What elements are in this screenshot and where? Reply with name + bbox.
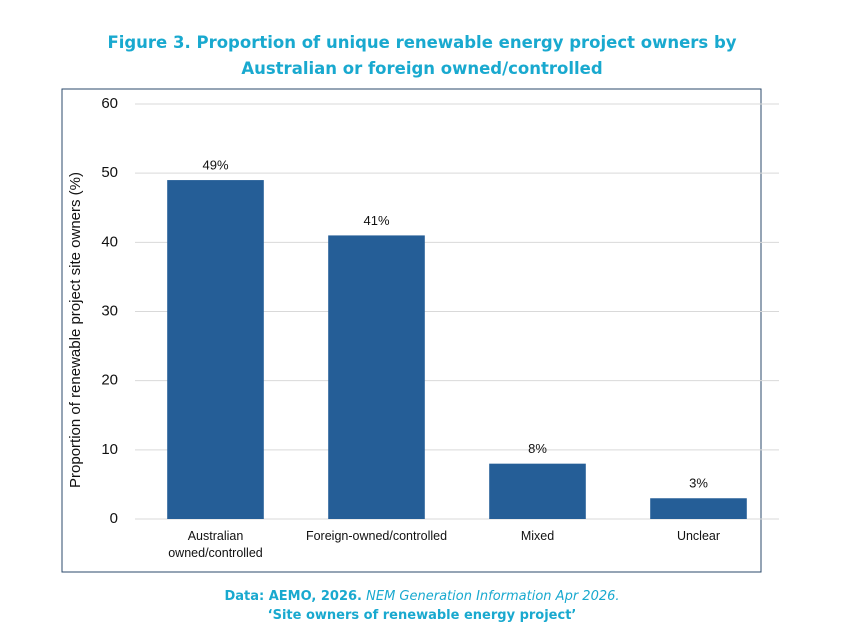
y-tick-label: 20 bbox=[101, 372, 118, 389]
y-tick-label: 40 bbox=[101, 233, 118, 250]
x-tick-label-box: Australian owned/controlled bbox=[168, 529, 263, 560]
source: Data: AEMO, 2026. NEM Generation Informa… bbox=[0, 587, 844, 625]
chart-title: Figure 3. Proportion of unique renewable… bbox=[107, 33, 737, 78]
x-tick-label-box: Unclear bbox=[676, 529, 721, 543]
x-tick-label: Unclear bbox=[676, 529, 721, 543]
y-tick-label: 30 bbox=[101, 302, 118, 319]
value-label: 49% bbox=[202, 158, 228, 173]
value-label: 41% bbox=[363, 213, 389, 228]
y-tick-label: 10 bbox=[101, 441, 118, 458]
bar bbox=[489, 463, 586, 519]
value-label: 8% bbox=[528, 441, 547, 456]
x-tick-label: Australian owned/controlled bbox=[168, 529, 263, 560]
source-label: Data: AEMO, 2026. bbox=[224, 589, 362, 604]
x-tick-label-box: Foreign-owned/controlled bbox=[305, 529, 448, 543]
x-tick-label: Foreign-owned/controlled bbox=[305, 529, 448, 543]
source-subtitle: ‘Site owners of renewable energy project… bbox=[267, 608, 577, 623]
y-tick-label: 0 bbox=[110, 510, 118, 527]
y-axis-label: Proportion of renewable project site own… bbox=[67, 172, 84, 488]
x-tick-label-box: Mixed bbox=[520, 529, 555, 543]
source-title: NEM Generation Information Apr 2026. bbox=[366, 589, 620, 604]
chart-frame bbox=[61, 88, 762, 573]
chart: Proportion of renewable project site own… bbox=[61, 88, 779, 573]
value-label: 3% bbox=[689, 476, 708, 491]
bar bbox=[650, 498, 747, 519]
bar bbox=[328, 235, 425, 519]
x-tick-label: Mixed bbox=[520, 529, 555, 543]
bar bbox=[167, 180, 264, 520]
y-tick-label: 60 bbox=[101, 95, 118, 112]
y-tick-label: 50 bbox=[101, 164, 118, 181]
